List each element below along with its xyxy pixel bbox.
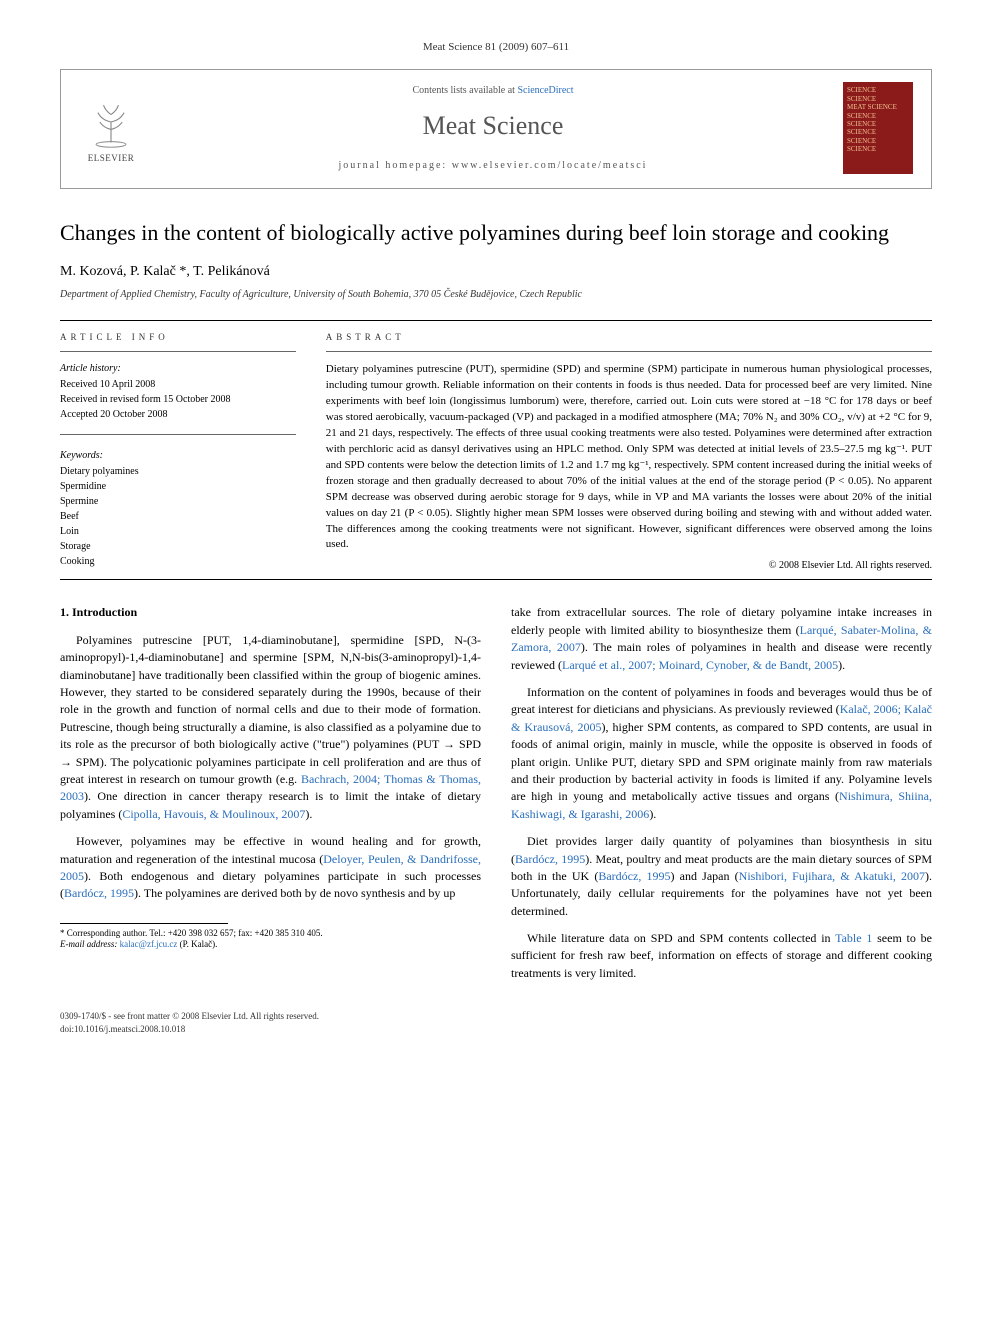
intro-p1: Polyamines putrescine [PUT, 1,4-diaminob… xyxy=(60,632,481,823)
divider xyxy=(60,579,932,580)
p5c: ) and Japan ( xyxy=(671,869,739,883)
received-line: Received 10 April 2008 xyxy=(60,378,296,392)
divider xyxy=(60,320,932,321)
p3c: ). xyxy=(838,658,845,672)
abstract-copyright: © 2008 Elsevier Ltd. All rights reserved… xyxy=(326,559,932,573)
ref-link[interactable]: Bardócz, 1995 xyxy=(598,869,670,883)
intro-p3: take from extracellular sources. The rol… xyxy=(511,604,932,674)
abstract-text: Dietary polyamines putrescine (PUT), spe… xyxy=(326,362,932,553)
article-info-heading: ARTICLE INFO xyxy=(60,331,296,344)
article-title: Changes in the content of biologically a… xyxy=(60,219,932,248)
table-ref-link[interactable]: Table 1 xyxy=(835,931,872,945)
email-link[interactable]: kalac@zf.jcu.cz xyxy=(120,939,178,949)
cover-line: MEAT SCIENCE xyxy=(847,103,909,111)
footer-front-matter: 0309-1740/$ - see front matter © 2008 El… xyxy=(60,1010,319,1023)
right-column: take from extracellular sources. The rol… xyxy=(511,604,932,992)
homepage-prefix: journal homepage: xyxy=(339,160,452,171)
p6a: While literature data on SPD and SPM con… xyxy=(527,931,835,945)
publisher-logo: ELSEVIER xyxy=(79,92,143,164)
footnote-rule xyxy=(60,923,228,924)
p2c: ). The polyamines are derived both by de… xyxy=(134,886,455,900)
sciencedirect-link[interactable]: ScienceDirect xyxy=(517,85,573,96)
abstract-heading: ABSTRACT xyxy=(326,331,932,344)
info-abstract-row: ARTICLE INFO Article history: Received 1… xyxy=(60,331,932,574)
homepage-line: journal homepage: www.elsevier.com/locat… xyxy=(161,159,825,173)
keyword: Beef xyxy=(60,510,296,524)
email-suffix: (P. Kalač). xyxy=(177,939,217,949)
ref-link[interactable]: Nishibori, Fujihara, & Akatuki, 2007 xyxy=(739,869,925,883)
corresponding-author-footnote: * Corresponding author. Tel.: +420 398 0… xyxy=(60,928,481,940)
journal-header: ELSEVIER Contents lists available at Sci… xyxy=(60,69,932,189)
body-columns: 1. Introduction Polyamines putrescine [P… xyxy=(60,604,932,992)
citation-line: Meat Science 81 (2009) 607–611 xyxy=(60,40,932,55)
journal-name: Meat Science xyxy=(161,108,825,144)
keyword: Loin xyxy=(60,525,296,539)
ref-link[interactable]: Bardócz, 1995 xyxy=(515,852,585,866)
cover-line: SCIENCE xyxy=(847,112,909,120)
cover-line: SCIENCE xyxy=(847,145,909,153)
thin-divider xyxy=(60,434,296,435)
elsevier-tree-icon xyxy=(83,94,139,150)
contents-available-line: Contents lists available at ScienceDirec… xyxy=(161,84,825,98)
email-label: E-mail address: xyxy=(60,939,120,949)
thin-divider xyxy=(326,351,932,352)
affiliation-line: Department of Applied Chemistry, Faculty… xyxy=(60,288,932,302)
cover-line: SCIENCE xyxy=(847,120,909,128)
email-footnote: E-mail address: kalac@zf.jcu.cz (P. Kala… xyxy=(60,939,481,951)
intro-p6: While literature data on SPD and SPM con… xyxy=(511,930,932,982)
thin-divider xyxy=(60,351,296,352)
footer-doi: doi:10.1016/j.meatsci.2008.10.018 xyxy=(60,1023,319,1036)
left-column: 1. Introduction Polyamines putrescine [P… xyxy=(60,604,481,992)
keyword: Cooking xyxy=(60,555,296,569)
authors-line: M. Kozová, P. Kalač *, T. Pelikánová xyxy=(60,262,932,282)
intro-p4: Information on the content of polyamines… xyxy=(511,684,932,823)
intro-p5: Diet provides larger daily quantity of p… xyxy=(511,833,932,920)
cover-line: SCIENCE xyxy=(847,137,909,145)
page-footer: 0309-1740/$ - see front matter © 2008 El… xyxy=(60,1010,932,1035)
contents-prefix: Contents lists available at xyxy=(412,85,517,96)
accepted-line: Accepted 20 October 2008 xyxy=(60,408,296,422)
section-heading-introduction: 1. Introduction xyxy=(60,604,481,621)
keyword: Spermine xyxy=(60,495,296,509)
ref-link[interactable]: Cipolla, Havouis, & Moulinoux, 2007 xyxy=(122,807,305,821)
footer-left: 0309-1740/$ - see front matter © 2008 El… xyxy=(60,1010,319,1035)
keywords-label: Keywords: xyxy=(60,449,296,463)
ref-link[interactable]: Bardócz, 1995 xyxy=(64,886,134,900)
keyword: Storage xyxy=(60,540,296,554)
intro-p2: However, polyamines may be effective in … xyxy=(60,833,481,903)
cover-line: SCIENCE xyxy=(847,95,909,103)
homepage-url: www.elsevier.com/locate/meatsci xyxy=(452,160,648,171)
keyword: Spermidine xyxy=(60,480,296,494)
publisher-name: ELSEVIER xyxy=(88,152,135,165)
revised-line: Received in revised form 15 October 2008 xyxy=(60,393,296,407)
ref-link[interactable]: Larqué et al., 2007; Moinard, Cynober, &… xyxy=(562,658,838,672)
article-info-column: ARTICLE INFO Article history: Received 1… xyxy=(60,331,296,574)
keywords-block: Keywords: Dietary polyamines Spermidine … xyxy=(60,449,296,569)
abstract-column: ABSTRACT Dietary polyamines putrescine (… xyxy=(326,331,932,574)
journal-cover-thumbnail: SCIENCE SCIENCE MEAT SCIENCE SCIENCE SCI… xyxy=(843,82,913,174)
p1-text: Polyamines putrescine [PUT, 1,4-diaminob… xyxy=(60,633,481,786)
cover-line: SCIENCE xyxy=(847,128,909,136)
history-label: Article history: xyxy=(60,362,296,376)
keyword: Dietary polyamines xyxy=(60,465,296,479)
cover-line: SCIENCE xyxy=(847,86,909,94)
p1-end: ). xyxy=(305,807,312,821)
header-center: Contents lists available at ScienceDirec… xyxy=(161,84,825,172)
p4c: ). xyxy=(649,807,656,821)
